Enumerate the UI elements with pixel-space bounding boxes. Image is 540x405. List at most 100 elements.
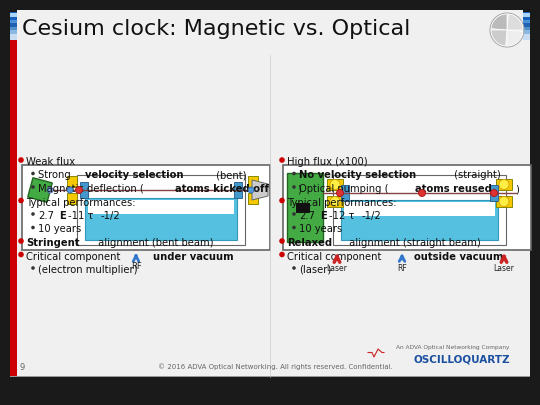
Text: under vacuum: under vacuum bbox=[153, 252, 233, 262]
Circle shape bbox=[248, 187, 254, 193]
Circle shape bbox=[336, 190, 343, 196]
Text: (electron multiplier): (electron multiplier) bbox=[38, 265, 138, 275]
Bar bbox=[10, 14, 530, 15]
Text: velocity selection: velocity selection bbox=[85, 171, 183, 181]
Circle shape bbox=[279, 198, 285, 203]
Wedge shape bbox=[491, 14, 507, 30]
Polygon shape bbox=[252, 180, 268, 200]
Text: 10 years: 10 years bbox=[299, 224, 342, 234]
Text: 9: 9 bbox=[20, 363, 25, 372]
Circle shape bbox=[292, 172, 296, 175]
Circle shape bbox=[67, 187, 73, 193]
Circle shape bbox=[490, 190, 497, 196]
Circle shape bbox=[18, 252, 24, 257]
Text: (bent): (bent) bbox=[213, 171, 246, 181]
Bar bbox=[10, 12, 530, 20]
Text: E: E bbox=[59, 211, 65, 221]
Circle shape bbox=[31, 172, 35, 175]
Bar bbox=[327, 196, 343, 207]
Circle shape bbox=[330, 196, 340, 207]
Circle shape bbox=[499, 196, 509, 207]
Bar bbox=[28, 178, 52, 202]
Circle shape bbox=[18, 198, 24, 203]
Text: Magnetic deflection (: Magnetic deflection ( bbox=[38, 184, 144, 194]
Text: OSCILLOQUARTZ: OSCILLOQUARTZ bbox=[414, 355, 510, 365]
Text: 2.7: 2.7 bbox=[299, 211, 315, 221]
Bar bbox=[80, 182, 88, 198]
Bar bbox=[333, 175, 506, 245]
Bar bbox=[248, 176, 258, 187]
Bar bbox=[67, 193, 77, 204]
Text: RF: RF bbox=[397, 264, 407, 273]
Circle shape bbox=[292, 212, 296, 216]
Text: Typical performances:: Typical performances: bbox=[287, 198, 396, 207]
Circle shape bbox=[279, 157, 285, 163]
Bar bbox=[341, 200, 498, 240]
Circle shape bbox=[31, 185, 35, 189]
Text: ): ) bbox=[515, 184, 519, 194]
Text: (laser): (laser) bbox=[299, 265, 331, 275]
Bar bbox=[296, 203, 310, 213]
Bar bbox=[10, 16, 530, 17]
Bar bbox=[10, 15, 530, 16]
Circle shape bbox=[292, 226, 296, 229]
Bar bbox=[344, 202, 495, 216]
Bar bbox=[22, 165, 270, 250]
Text: Stringent: Stringent bbox=[26, 238, 79, 248]
Bar bbox=[10, 376, 530, 377]
Circle shape bbox=[499, 179, 509, 190]
Text: Strong: Strong bbox=[38, 171, 74, 181]
Text: Weak flux: Weak flux bbox=[26, 157, 75, 167]
Wedge shape bbox=[507, 30, 523, 46]
Bar bbox=[67, 176, 77, 187]
Bar bbox=[10, 13, 530, 14]
Bar bbox=[10, 27, 530, 30]
Wedge shape bbox=[507, 14, 523, 30]
Circle shape bbox=[76, 186, 83, 194]
Bar bbox=[10, 20, 530, 23]
Text: Critical component: Critical component bbox=[26, 252, 124, 262]
Circle shape bbox=[31, 266, 35, 270]
Text: alignment (bent beam): alignment (bent beam) bbox=[96, 238, 214, 248]
Text: An ADVA Optical Networking Company: An ADVA Optical Networking Company bbox=[396, 345, 510, 350]
Bar bbox=[490, 185, 498, 201]
Bar bbox=[17, 10, 523, 55]
Text: -11 τ: -11 τ bbox=[68, 211, 93, 221]
Circle shape bbox=[47, 187, 53, 193]
Text: Optical pumping (: Optical pumping ( bbox=[299, 184, 388, 194]
Text: Critical component: Critical component bbox=[287, 252, 384, 262]
Circle shape bbox=[330, 179, 340, 190]
Circle shape bbox=[18, 157, 24, 163]
Bar bbox=[327, 179, 343, 190]
Circle shape bbox=[31, 226, 35, 229]
Bar bbox=[283, 165, 531, 250]
Bar bbox=[496, 179, 512, 190]
Text: outside vacuum: outside vacuum bbox=[414, 252, 503, 262]
Bar bbox=[496, 196, 512, 207]
Circle shape bbox=[279, 238, 285, 244]
Text: alignment (straight beam): alignment (straight beam) bbox=[346, 238, 481, 248]
Bar bbox=[10, 23, 530, 27]
Bar bbox=[10, 17, 17, 377]
Text: -12 τ: -12 τ bbox=[328, 211, 354, 221]
Text: atoms reused: atoms reused bbox=[415, 184, 492, 194]
Text: atoms kicked off: atoms kicked off bbox=[176, 184, 269, 194]
Text: High flux (x100): High flux (x100) bbox=[287, 157, 368, 167]
Text: -1/2: -1/2 bbox=[100, 211, 120, 221]
Bar bbox=[88, 200, 234, 214]
Text: RF: RF bbox=[131, 262, 141, 271]
Circle shape bbox=[292, 266, 296, 270]
Text: Typical performances:: Typical performances: bbox=[26, 198, 136, 207]
Text: Relaxed: Relaxed bbox=[287, 238, 332, 248]
Text: No velocity selection: No velocity selection bbox=[299, 171, 416, 181]
Text: Laser: Laser bbox=[327, 264, 347, 273]
Bar bbox=[10, 34, 530, 40]
Text: Laser: Laser bbox=[494, 264, 515, 273]
Text: E: E bbox=[320, 211, 327, 221]
Text: ): ) bbox=[298, 184, 301, 194]
Bar bbox=[85, 198, 237, 240]
Bar bbox=[10, 30, 530, 34]
Circle shape bbox=[418, 190, 426, 196]
Bar bbox=[10, 17, 530, 377]
Text: 2.7: 2.7 bbox=[38, 211, 54, 221]
